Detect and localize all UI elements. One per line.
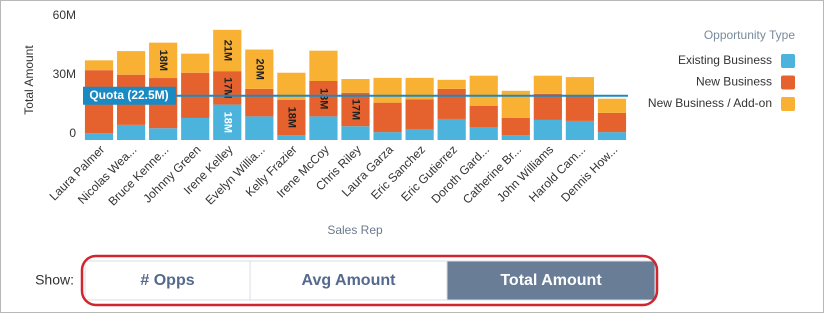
toggle-button[interactable] — [84, 260, 251, 301]
data-label: 21M — [221, 40, 233, 61]
bar-segment — [277, 99, 306, 136]
legend-swatch — [781, 75, 795, 90]
bar-segment — [565, 120, 595, 140]
bar-segment — [501, 117, 530, 136]
toggle-label[interactable]: # Opps — [140, 272, 194, 289]
bar-segment — [469, 105, 498, 128]
quota-badge — [83, 86, 176, 105]
bar-segment — [245, 116, 274, 140]
bar-segment — [84, 60, 114, 71]
bar-segment — [116, 51, 146, 75]
toggle-button[interactable] — [249, 260, 448, 301]
bar-segment — [373, 132, 402, 140]
bar-segment — [149, 128, 178, 140]
bar-segment — [341, 79, 370, 93]
x-axis-title: Sales Rep — [327, 223, 383, 237]
y-axis-title: Total Amount — [22, 45, 36, 115]
bar-segment — [437, 79, 466, 89]
bar-segment — [341, 126, 370, 140]
legend-swatch — [781, 54, 795, 68]
bar-segment — [597, 98, 627, 113]
bar-segment — [533, 75, 562, 94]
y-tick-label: 60M — [53, 8, 76, 22]
bar-segment — [277, 135, 306, 140]
bar-segment — [565, 95, 595, 121]
bar-segment — [213, 71, 242, 105]
bar-segment — [405, 128, 434, 140]
bar-segment — [84, 133, 114, 140]
data-label: 18M — [285, 107, 297, 128]
bar-segment — [149, 42, 178, 79]
bar-segment — [437, 88, 466, 119]
bar-segment — [373, 102, 402, 133]
legend-title: Opportunity Type — [704, 28, 795, 42]
bar-segment — [437, 118, 466, 140]
bar-segment — [341, 92, 370, 127]
bar-segment — [597, 132, 627, 140]
toggle-label[interactable]: Avg Amount — [302, 272, 397, 289]
bar-segment — [597, 112, 627, 133]
data-label: 18M — [157, 50, 169, 71]
y-tick-label: 30M — [53, 67, 76, 81]
bar-segment — [469, 75, 498, 106]
bar-segment — [565, 77, 595, 96]
highlight-outline — [80, 254, 659, 307]
data-label: 17M — [350, 99, 362, 120]
legend-label: New Business / Add-on — [648, 96, 772, 110]
bar-segment — [533, 119, 562, 140]
data-label: 17M — [221, 77, 233, 98]
bar-segment — [501, 135, 530, 140]
bar-segment — [533, 93, 562, 120]
legend-swatch — [781, 97, 795, 111]
bar-segment — [405, 99, 434, 129]
data-label: 20M — [253, 58, 265, 79]
bar-segment — [469, 127, 498, 140]
bar-segment — [309, 50, 338, 81]
bar-segment — [213, 29, 242, 72]
bar-segment — [181, 53, 210, 73]
bar-segment — [181, 117, 210, 140]
bar-segment — [373, 77, 402, 103]
bar-segment — [309, 81, 338, 117]
y-tick-label: 0 — [69, 126, 76, 140]
toggle-label[interactable]: Total Amount — [500, 272, 602, 289]
toggle-group: # Opps Avg Amount Total Amount — [84, 260, 656, 301]
toggle-button[interactable] — [446, 260, 656, 301]
bar-segment — [405, 77, 434, 100]
bar-segment — [245, 49, 274, 89]
quota-label: Quota (22.5M) — [89, 88, 168, 102]
bar-segment — [116, 124, 146, 140]
data-label: 18M — [318, 88, 330, 109]
bar-segment — [245, 88, 274, 117]
data-label: 18M — [221, 112, 233, 133]
bar-segment — [213, 104, 242, 140]
legend-label: New Business — [696, 75, 772, 89]
bar-segment — [309, 116, 338, 140]
show-label: Show: — [35, 272, 74, 288]
legend-label: Existing Business — [678, 53, 772, 67]
